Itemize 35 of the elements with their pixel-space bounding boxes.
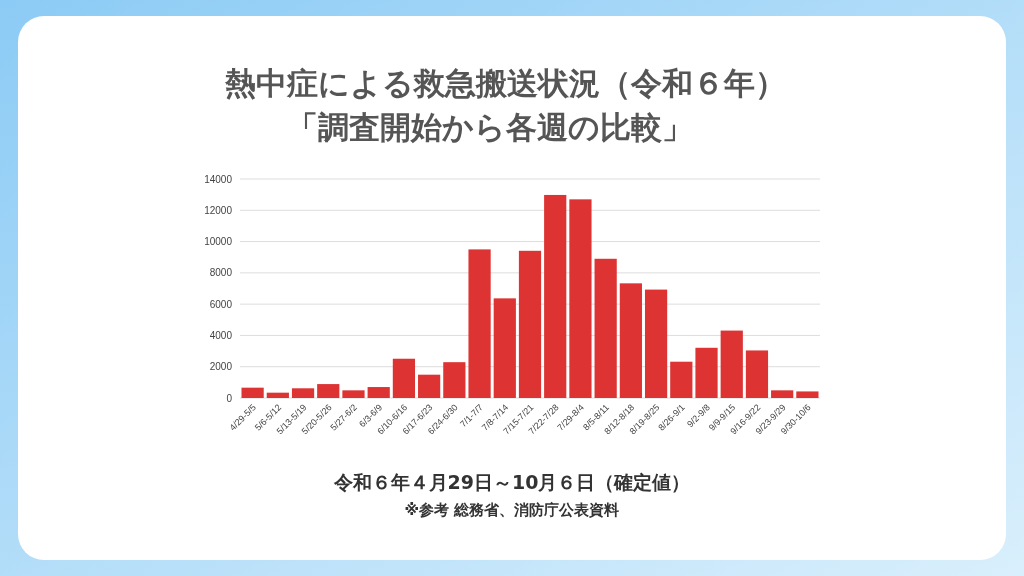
- bar: [418, 374, 441, 398]
- bar: [443, 362, 466, 398]
- text: ※参考 総務省、消防庁公表資料: [404, 501, 620, 519]
- bar: [720, 330, 743, 398]
- y-tick-label: 2000: [209, 361, 233, 373]
- bar: [670, 361, 693, 398]
- bar: [796, 391, 819, 398]
- bar: [342, 390, 365, 398]
- bar: [266, 392, 289, 398]
- y-tick-label: 8000: [209, 267, 233, 279]
- bar: [569, 199, 592, 398]
- y-tick-label: 12000: [204, 204, 233, 216]
- bar: [619, 283, 642, 398]
- bar: [771, 390, 794, 398]
- chart-subtitle: 「調査開始から各週の比較」: [287, 109, 693, 145]
- bar: [695, 347, 718, 398]
- bar: [594, 258, 617, 398]
- bar: [468, 249, 491, 398]
- bar: [544, 194, 567, 398]
- chart-title: 熱中症による救急搬送状況（令和６年）: [223, 65, 786, 101]
- bar: [291, 388, 315, 398]
- bar: [644, 289, 668, 398]
- bar: [392, 358, 416, 398]
- y-tick-label: 14000: [204, 173, 233, 185]
- bar: [317, 384, 340, 398]
- bar: [493, 298, 516, 398]
- y-tick-label: 0: [226, 392, 233, 404]
- y-tick-label: 6000: [209, 298, 233, 310]
- y-tick-label: 4000: [209, 329, 233, 341]
- bar: [745, 350, 769, 398]
- bar: [241, 387, 264, 398]
- bar: [518, 250, 542, 398]
- text: 令和６年４月29日～10月６日（確定値）: [332, 471, 691, 493]
- bar: [367, 387, 390, 398]
- y-tick-label: 10000: [204, 236, 233, 248]
